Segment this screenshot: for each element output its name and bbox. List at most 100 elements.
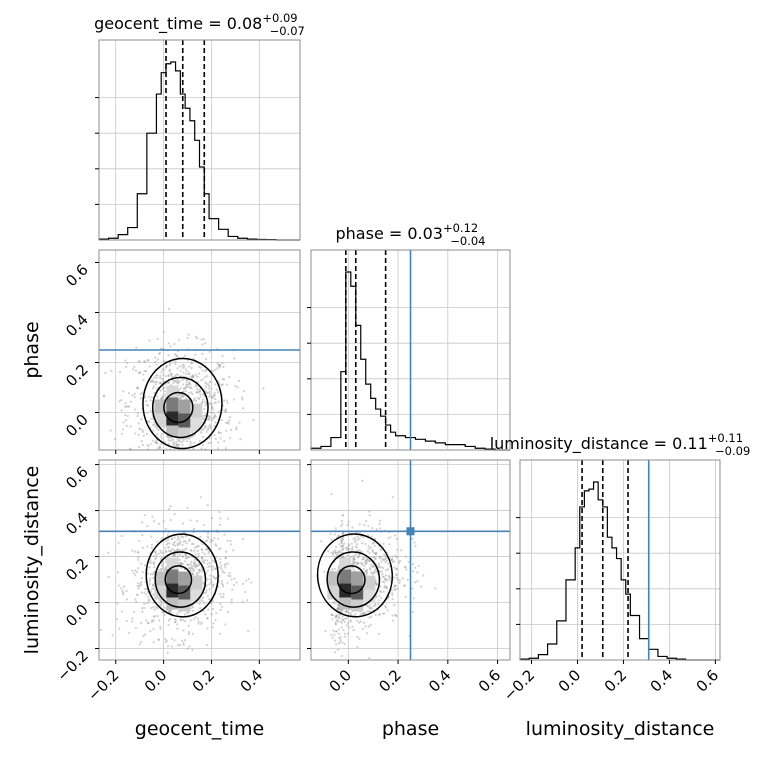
density-phase-vs-luminosity-distance-point — [345, 617, 348, 620]
xtick-label-luminosity-distance: 0.0 — [555, 666, 585, 696]
density-geocent-time-vs-phase-point — [192, 375, 195, 378]
density-phase-vs-luminosity-distance-point — [375, 582, 378, 585]
density-geocent-time-vs-luminosity-distance-point — [148, 582, 151, 586]
density-geocent-time-vs-phase-point — [167, 439, 170, 442]
hist-luminosity-distance-frame — [519, 459, 721, 661]
density-geocent-time-vs-phase-point — [178, 365, 181, 368]
density-geocent-time-vs-luminosity-distance-point — [165, 640, 168, 643]
density-geocent-time-vs-phase-point — [216, 362, 219, 365]
density-geocent-time-vs-phase-point — [208, 418, 211, 421]
hist-luminosity-distance-step — [519, 481, 720, 661]
density-geocent-time-vs-phase-point — [157, 428, 160, 432]
density-geocent-time-vs-luminosity-distance-point — [160, 604, 163, 607]
density-geocent-time-vs-phase-point — [210, 396, 213, 399]
density-geocent-time-vs-phase-point — [198, 462, 200, 464]
density-geocent-time-vs-phase-point — [203, 458, 205, 460]
density-geocent-time-vs-luminosity-distance-point — [201, 548, 204, 552]
density-geocent-time-vs-luminosity-distance-point — [185, 556, 188, 560]
density-geocent-time-vs-luminosity-distance-point — [219, 517, 222, 520]
density-geocent-time-vs-phase-point — [208, 415, 211, 418]
density-geocent-time-vs-luminosity-distance-point — [143, 602, 146, 605]
density-geocent-time-vs-luminosity-distance-point — [203, 602, 206, 605]
density-geocent-time-vs-luminosity-distance-point — [118, 627, 121, 630]
density-geocent-time-vs-phase-point — [185, 370, 189, 373]
density-geocent-time-vs-phase-point — [225, 399, 229, 402]
density-geocent-time-vs-phase-point — [141, 461, 143, 463]
density-geocent-time-vs-luminosity-distance-point — [138, 643, 141, 646]
density-phase-vs-luminosity-distance-point — [352, 561, 355, 564]
density-phase-vs-luminosity-distance-point — [333, 651, 337, 654]
density-geocent-time-vs-phase-point — [163, 393, 167, 396]
density-geocent-time-vs-luminosity-distance-point — [210, 580, 213, 583]
density-geocent-time-vs-luminosity-distance-point — [183, 548, 187, 551]
density-phase-vs-luminosity-distance-point — [381, 580, 384, 583]
density-phase-vs-luminosity-distance-point — [365, 571, 368, 574]
density-phase-vs-luminosity-distance-point — [337, 628, 340, 631]
density-geocent-time-vs-phase-point — [237, 379, 241, 382]
density-geocent-time-vs-luminosity-distance-point — [219, 608, 222, 611]
density-phase-vs-luminosity-distance-point — [374, 568, 377, 572]
density-phase-vs-luminosity-distance-point — [331, 552, 335, 555]
density-phase-vs-luminosity-distance-point — [375, 551, 378, 554]
density-geocent-time-vs-luminosity-distance-point — [207, 565, 210, 569]
density-phase-vs-luminosity-distance-point — [413, 541, 416, 544]
density-geocent-time-vs-phase-point — [169, 362, 172, 365]
density-geocent-time-vs-luminosity-distance-point — [208, 561, 211, 565]
density-geocent-time-vs-luminosity-distance-point — [154, 558, 157, 561]
density-geocent-time-vs-luminosity-distance-point — [190, 572, 193, 575]
density-geocent-time-vs-phase-point — [167, 381, 170, 384]
density-geocent-time-vs-luminosity-distance-point — [132, 572, 136, 575]
density-geocent-time-vs-phase-point — [167, 472, 169, 474]
density-geocent-time-vs-luminosity-distance-point — [120, 587, 123, 590]
xlabel-geocent-time: geocent_time — [135, 718, 264, 740]
density-geocent-time-vs-luminosity-distance-point — [136, 593, 139, 596]
density-phase-vs-luminosity-distance-point — [335, 615, 338, 618]
density-geocent-time-vs-luminosity-distance-point — [179, 541, 182, 544]
density-geocent-time-vs-luminosity-distance-point — [134, 626, 137, 630]
density-phase-vs-luminosity-distance-point — [380, 597, 383, 600]
density-phase-vs-luminosity-distance-point — [341, 618, 344, 621]
density-geocent-time-vs-phase-point — [173, 442, 176, 445]
density-geocent-time-vs-luminosity-distance-point — [168, 617, 172, 621]
density-geocent-time-vs-luminosity-distance-point — [182, 641, 185, 645]
density-geocent-time-vs-luminosity-distance-point — [152, 641, 155, 644]
density-geocent-time-vs-luminosity-distance-point — [209, 581, 213, 584]
density-geocent-time-vs-phase-point — [210, 402, 213, 405]
density-phase-vs-luminosity-distance-point — [330, 613, 333, 616]
density-geocent-time-vs-luminosity-distance-point — [213, 536, 216, 540]
ytick-label-luminosity-distance: 0.0 — [62, 601, 92, 631]
density-phase-vs-luminosity-distance-point — [382, 558, 385, 562]
density-phase-vs-luminosity-distance-point — [394, 534, 397, 537]
density-geocent-time-vs-luminosity-distance-density-cell — [166, 569, 179, 584]
density-geocent-time-vs-luminosity-distance-point — [214, 619, 217, 622]
density-geocent-time-vs-luminosity-distance-point — [155, 553, 158, 556]
density-geocent-time-vs-phase-point — [200, 447, 203, 450]
density-phase-vs-luminosity-distance-point — [354, 553, 357, 556]
density-geocent-time-vs-luminosity-distance-point — [189, 548, 193, 552]
density-geocent-time-vs-phase-point — [146, 443, 149, 447]
density-geocent-time-vs-phase-point — [110, 369, 113, 373]
density-phase-vs-luminosity-distance-point — [319, 540, 323, 543]
density-geocent-time-vs-luminosity-distance-point — [139, 582, 142, 585]
density-phase-vs-luminosity-distance-point — [354, 613, 357, 616]
density-geocent-time-vs-phase-point — [134, 369, 138, 372]
density-geocent-time-vs-phase-point — [172, 441, 175, 444]
density-phase-vs-luminosity-distance-point — [384, 578, 387, 581]
ytick-label-luminosity-distance: 0.2 — [62, 555, 92, 585]
density-geocent-time-vs-luminosity-distance-point — [191, 572, 194, 575]
density-geocent-time-vs-phase-point — [172, 443, 175, 446]
density-phase-vs-luminosity-distance-point — [340, 537, 344, 540]
density-geocent-time-vs-luminosity-distance-point — [151, 584, 154, 587]
density-geocent-time-vs-phase-point — [207, 442, 210, 445]
density-geocent-time-vs-luminosity-distance-point — [172, 548, 176, 552]
density-geocent-time-vs-phase-point — [167, 381, 170, 385]
xtick-label-luminosity-distance: 0.4 — [647, 666, 677, 696]
density-geocent-time-vs-phase-point — [152, 380, 156, 383]
density-geocent-time-vs-phase-point — [164, 375, 167, 378]
density-geocent-time-vs-luminosity-distance-point — [209, 578, 212, 581]
density-geocent-time-vs-phase-point — [181, 366, 184, 370]
xlabel-luminosity-distance: luminosity_distance — [526, 718, 715, 740]
density-geocent-time-vs-phase-point — [167, 437, 170, 440]
density-phase-vs-luminosity-distance-point — [352, 556, 355, 560]
density-phase-vs-luminosity-distance-point — [384, 574, 388, 577]
